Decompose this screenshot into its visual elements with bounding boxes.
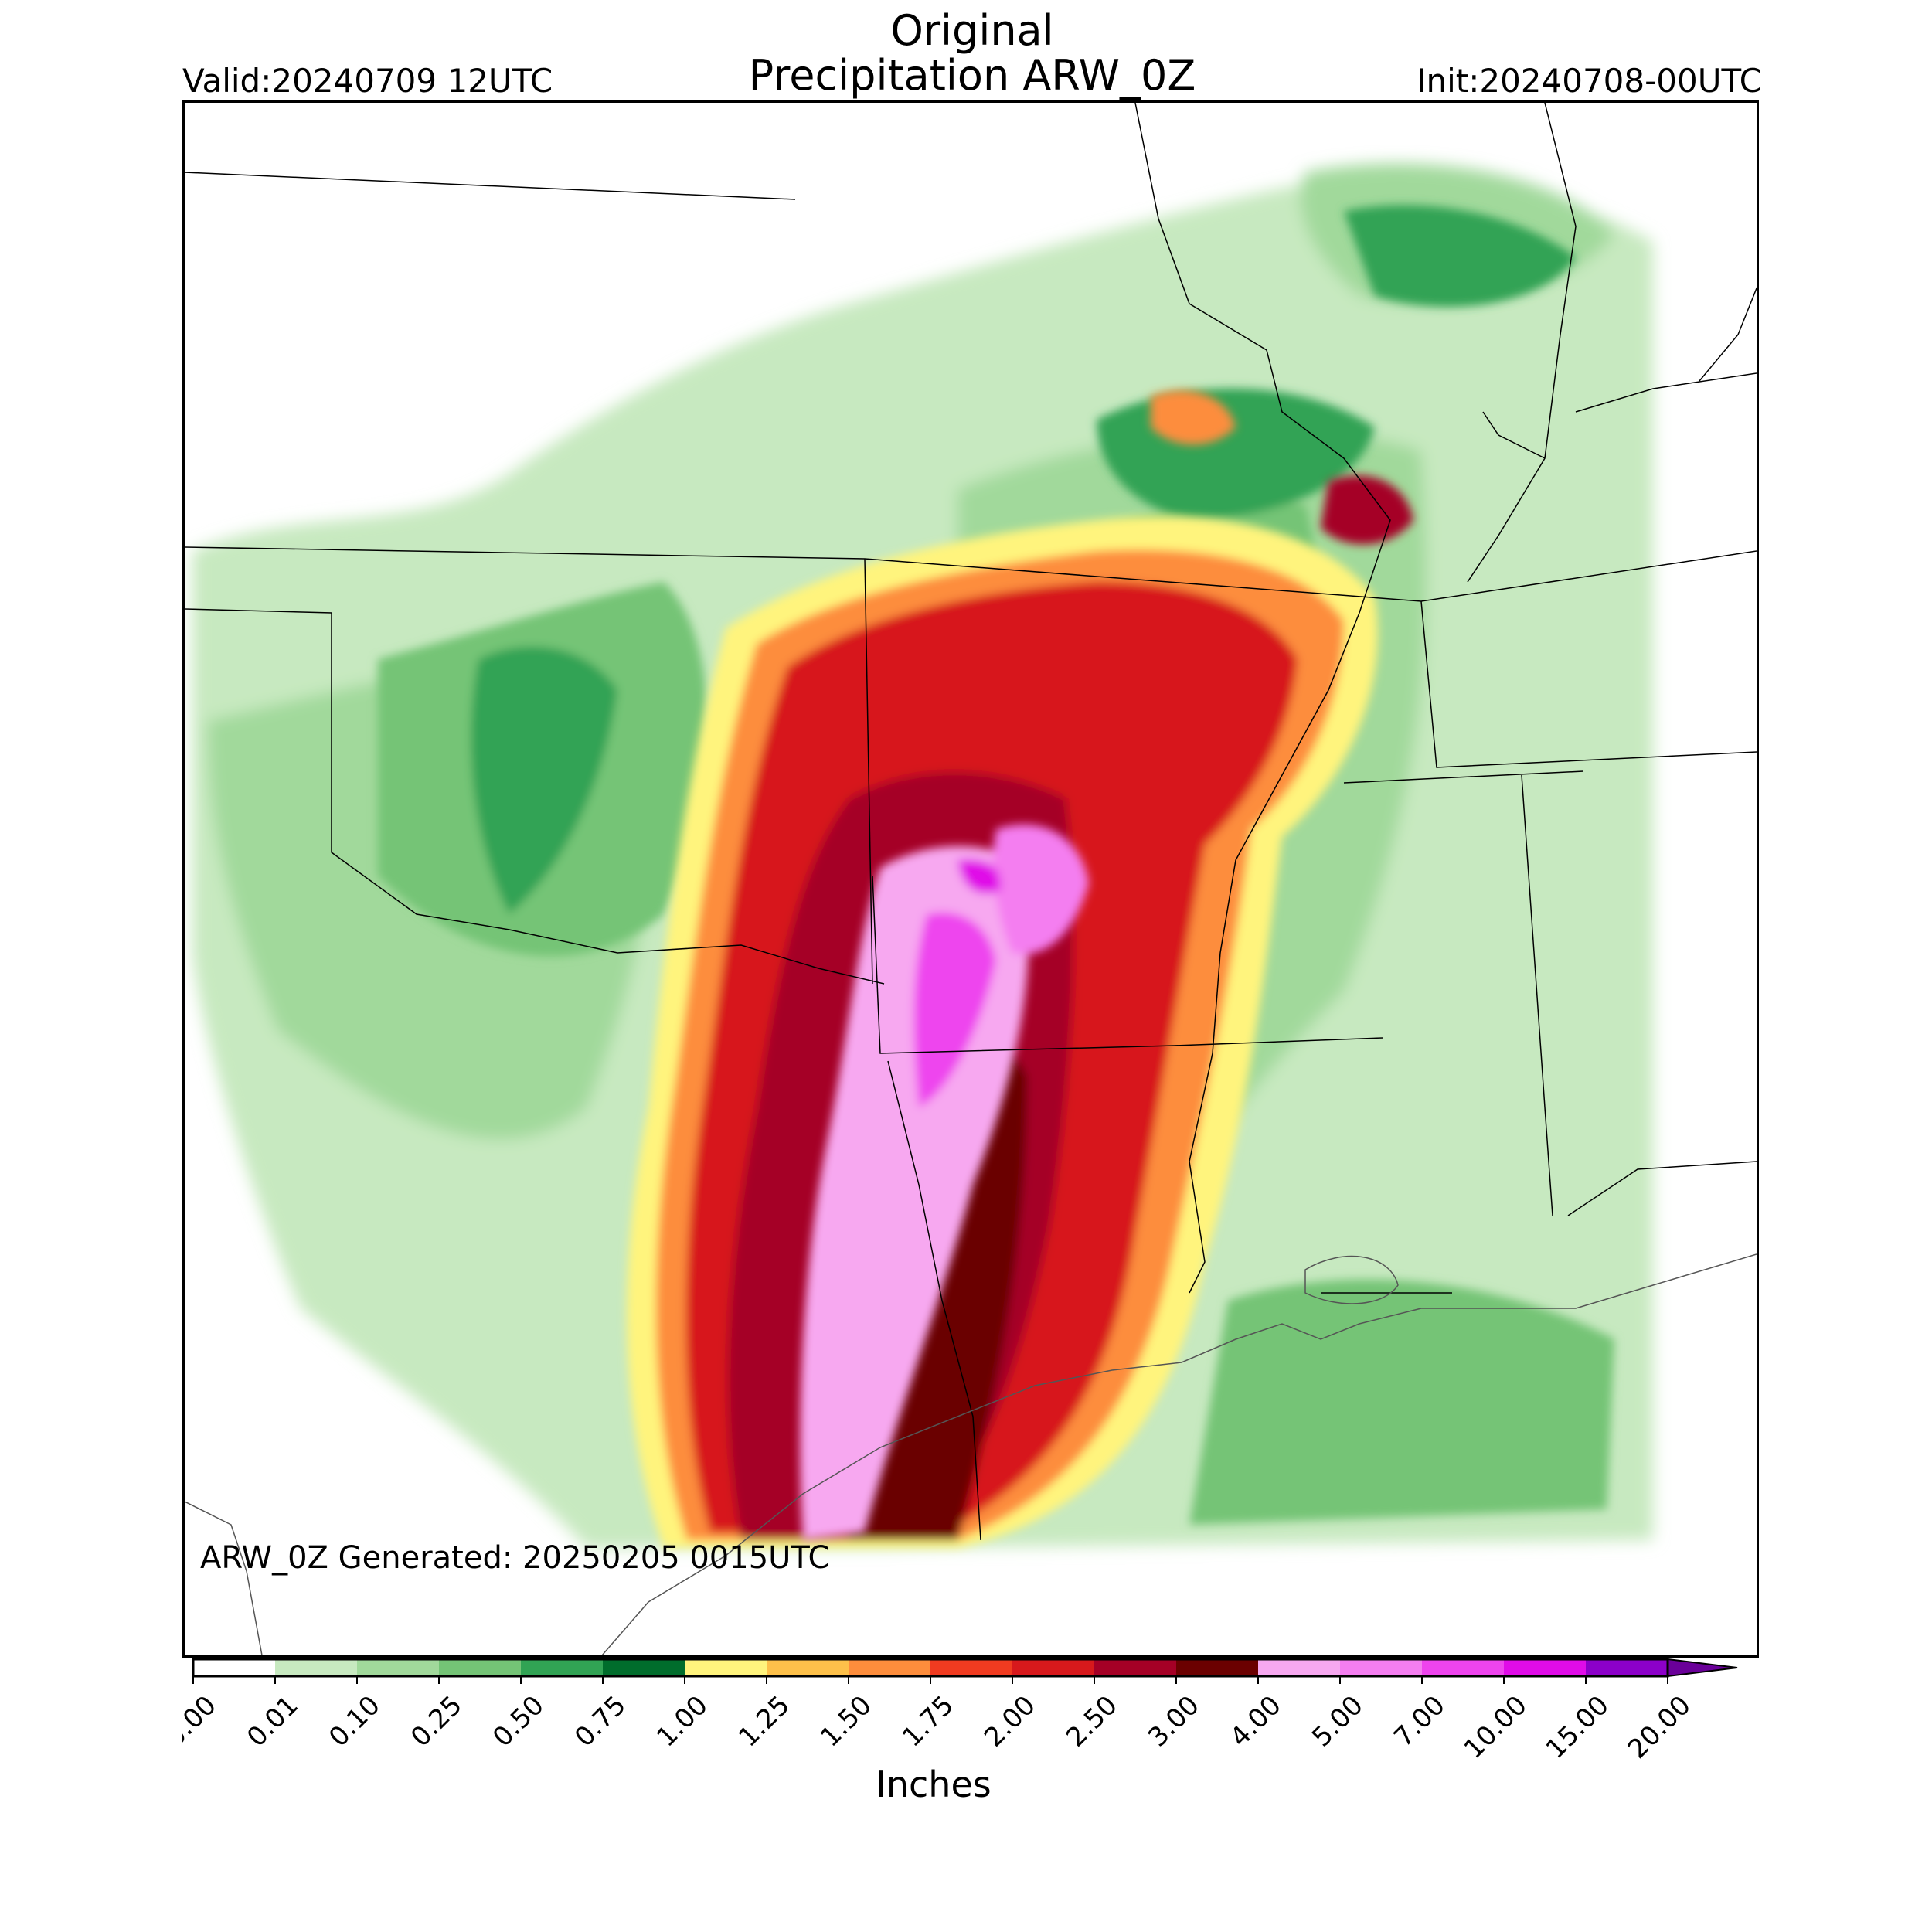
colorbar-segment [1340, 1659, 1422, 1676]
colorbar-segments [192, 1658, 1738, 1678]
precip-extreme-core [800, 824, 1089, 1540]
colorbar-tick-label: 2.00 [978, 1690, 1042, 1753]
colorbar-segment [357, 1659, 439, 1676]
colorbar-extend-arrow [1667, 1658, 1738, 1678]
colorbar-tick-label: 0.25 [405, 1690, 468, 1753]
precip-field [185, 103, 1757, 1655]
colorbar-segment [439, 1659, 521, 1676]
colorbar-tick-label: 1.50 [815, 1690, 878, 1753]
colorbar-tick-label: 4.00 [1224, 1690, 1287, 1753]
colorbar-tick-label: 2.50 [1060, 1690, 1124, 1753]
precipitation-map[interactable]: ARW_0Z Generated: 20250205 0015UTC [182, 100, 1759, 1658]
colorbar-segment [767, 1659, 849, 1676]
colorbar-segment [1094, 1659, 1176, 1676]
colorbar-tick-label: 0.75 [569, 1690, 632, 1753]
colorbar-segment [849, 1659, 930, 1676]
colorbar-segment [930, 1659, 1012, 1676]
colorbar-segment [685, 1659, 767, 1676]
colorbar-ticks: 0.00 0.01 0.10 0.25 0.50 0.75 1.00 1.25 1.50 1.75… [182, 1676, 1697, 1765]
colorbar-tick-label: 1.75 [896, 1690, 960, 1753]
title-line-2: Precipitation ARW_0Z [748, 51, 1196, 100]
colorbar-tick-label: 20.00 [1622, 1690, 1697, 1765]
colorbar-tick-label: 15.00 [1540, 1690, 1615, 1765]
colorbar-segment [275, 1659, 357, 1676]
colorbar-segment [1422, 1659, 1504, 1676]
valid-time: Valid:20240709 12UTC [182, 62, 553, 100]
colorbar-segment [1504, 1659, 1586, 1676]
colorbar-segment [1586, 1659, 1668, 1676]
colorbar-tick-label: 0.10 [323, 1690, 386, 1753]
colorbar-segment [1258, 1659, 1340, 1676]
colorbar-tick-label: 7.00 [1388, 1690, 1451, 1753]
colorbar-tick-label: 0.50 [487, 1690, 550, 1753]
init-time: Init:20240708-00UTC [1417, 62, 1762, 100]
colorbar-tick-label: 5.00 [1306, 1690, 1369, 1753]
colorbar-tick-label: 0.01 [241, 1690, 304, 1753]
colorbar-label: Inches [876, 1764, 992, 1805]
colorbar-segment [1176, 1659, 1258, 1676]
colorbar-tick-label: 1.00 [651, 1690, 714, 1753]
colorbar-tick-label: 1.25 [733, 1690, 796, 1753]
title-line-1: Original [890, 6, 1054, 55]
colorbar-segment [521, 1659, 603, 1676]
generated-timestamp: ARW_0Z Generated: 20250205 0015UTC [200, 1540, 830, 1576]
colorbar: 0.00 0.01 0.10 0.25 0.50 0.75 1.00 1.25 1.50 1.75… [182, 1658, 1738, 1765]
colorbar-tick-label: 10.00 [1458, 1690, 1533, 1765]
colorbar-segment [603, 1659, 685, 1676]
colorbar-segment [1012, 1659, 1094, 1676]
state-boundaries [185, 103, 1757, 1541]
colorbar-tick-label: 0.00 [182, 1690, 223, 1753]
colorbar-tick-label: 3.00 [1142, 1690, 1206, 1753]
gulf-coastline [185, 1253, 1757, 1655]
colorbar-segment [193, 1659, 275, 1676]
